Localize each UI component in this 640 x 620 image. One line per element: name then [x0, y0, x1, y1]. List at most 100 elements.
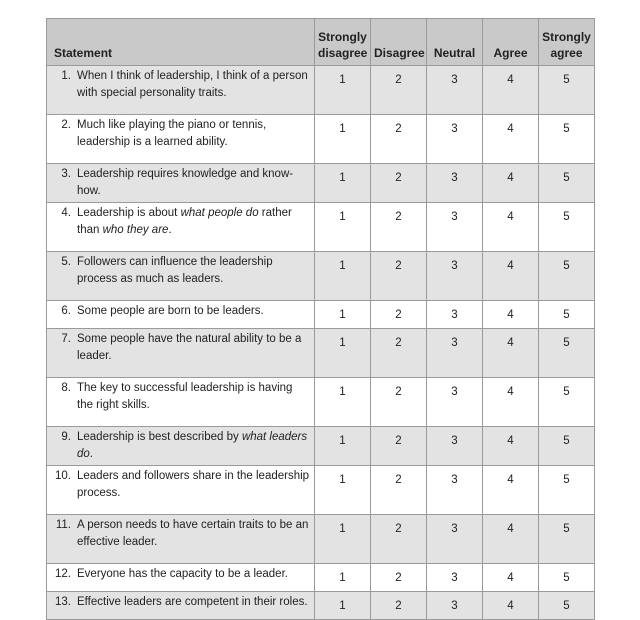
scale-agree-cell: 4: [482, 114, 539, 164]
scale-disagree-cell: 2: [370, 426, 427, 466]
scale-neutral-cell: 3: [426, 328, 483, 378]
scale-strongly-disagree-cell: 1: [314, 328, 371, 378]
scale-agree-cell: 4: [482, 591, 539, 620]
scale-disagree-cell: 2: [370, 202, 427, 252]
statement-segment: The key to successful leadership is havi…: [77, 382, 293, 411]
scale-neutral-cell: 3: [426, 377, 483, 427]
scale-agree-cell: 4: [482, 514, 539, 564]
scale-agree-cell: 4: [482, 377, 539, 427]
scale-agree-cell: 4: [482, 202, 539, 252]
statement-cell: 5. Followers can influence the leadership…: [46, 251, 315, 301]
scale-disagree-cell: 2: [370, 251, 427, 301]
statement-text: Leadership is best described by what lea…: [77, 429, 310, 463]
statement-segment: Everyone has the capacity to be a leader…: [77, 568, 288, 580]
scale-neutral-cell: 3: [426, 300, 483, 329]
scale-strongly-disagree-cell: 1: [314, 114, 371, 164]
scale-disagree-cell: 2: [370, 563, 427, 592]
table-row: 5. Followers can influence the leadership…: [46, 251, 595, 301]
statement-text: Effective leaders are competent in their…: [77, 594, 310, 611]
table-row: 6. Some people are born to be leaders. 1 2 3…: [46, 300, 595, 329]
survey-body: 1. When I think of leadership, I think of…: [46, 65, 595, 620]
statement-cell: 12. Everyone has the capacity to be a lea…: [46, 563, 315, 592]
statement-number: 11.: [55, 519, 71, 531]
scale-agree-cell: 4: [482, 65, 539, 115]
statement-number: 6.: [61, 305, 71, 317]
table-row: 3. Leadership requires knowledge and know…: [46, 163, 595, 203]
statement-emphasis: what people do: [180, 207, 259, 219]
scale-agree-cell: 4: [482, 300, 539, 329]
scale-strongly-agree-cell: 5: [538, 300, 595, 329]
statement-text: Leadership requires knowledge and know-h…: [77, 166, 310, 200]
table-row: 4. Leadership is about what people do rat…: [46, 202, 595, 252]
scale-disagree-cell: 2: [370, 465, 427, 515]
table-row: 12. Everyone has the capacity to be a lea…: [46, 563, 595, 592]
statement-number: 4.: [61, 207, 71, 219]
statement-segment: Leadership requires knowledge and know-h…: [77, 168, 294, 197]
table-row: 9. Leadership is best described by what l…: [46, 426, 595, 466]
scale-strongly-agree-cell: 5: [538, 563, 595, 592]
statement-number: 1.: [61, 70, 71, 82]
scale-strongly-agree-cell: 5: [538, 163, 595, 203]
statement-text: A person needs to have certain traits to…: [77, 517, 310, 551]
statement-cell: 8. The key to successful leadership is ha…: [46, 377, 315, 427]
statement-segment: Some people are born to be leaders.: [77, 305, 264, 317]
scale-strongly-disagree-cell: 1: [314, 591, 371, 620]
scale-disagree-cell: 2: [370, 65, 427, 115]
header-strongly-agree: Strongly agree: [538, 18, 595, 66]
statement-text: Everyone has the capacity to be a leader…: [77, 566, 310, 583]
scale-disagree-cell: 2: [370, 514, 427, 564]
scale-neutral-cell: 3: [426, 202, 483, 252]
statement-segment: Followers can influence the leadership p…: [77, 256, 273, 285]
scale-disagree-cell: 2: [370, 163, 427, 203]
statement-cell: 10. Leaders and followers share in the le…: [46, 465, 315, 515]
statement-segment: Leaders and followers share in the leade…: [77, 470, 310, 499]
scale-strongly-agree-cell: 5: [538, 514, 595, 564]
header-row: Statement Strongly disagree Disagree Neut…: [46, 18, 595, 66]
scale-strongly-agree-cell: 5: [538, 65, 595, 115]
statement-segment: .: [89, 448, 93, 460]
table-row: 11. A person needs to have certain traits…: [46, 514, 595, 564]
header-statement: Statement: [46, 18, 315, 66]
scale-strongly-disagree-cell: 1: [314, 65, 371, 115]
statement-number: 5.: [61, 256, 71, 268]
statement-segment: rather than: [77, 207, 292, 236]
scale-agree-cell: 4: [482, 563, 539, 592]
statement-cell: 2. Much like playing the piano or tennis,…: [46, 114, 315, 164]
statement-segment: .: [168, 224, 172, 236]
statement-segment: When I think of leadership, I think of a…: [77, 70, 308, 99]
scale-agree-cell: 4: [482, 328, 539, 378]
header-neutral: Neutral: [426, 18, 483, 66]
statement-emphasis: what leaders do: [77, 431, 308, 460]
table-row: 8. The key to successful leadership is ha…: [46, 377, 595, 427]
scale-strongly-agree-cell: 5: [538, 377, 595, 427]
header-disagree: Disagree: [370, 18, 427, 66]
statement-number: 12.: [55, 568, 71, 580]
scale-strongly-disagree-cell: 1: [314, 563, 371, 592]
statement-number: 2.: [61, 119, 71, 131]
statement-text: Leadership is about what people do rathe…: [77, 205, 310, 239]
table-row: 13. Effective leaders are competent in th…: [46, 591, 595, 620]
statement-number: 10.: [55, 470, 71, 482]
statement-cell: 7. Some people have the natural ability t…: [46, 328, 315, 378]
leadership-survey-table: Statement Strongly disagree Disagree Neut…: [46, 18, 595, 620]
scale-disagree-cell: 2: [370, 328, 427, 378]
statement-text: Some people are born to be leaders.: [77, 303, 310, 320]
scale-neutral-cell: 3: [426, 563, 483, 592]
scale-agree-cell: 4: [482, 465, 539, 515]
scale-strongly-disagree-cell: 1: [314, 377, 371, 427]
table-row: 10. Leaders and followers share in the le…: [46, 465, 595, 515]
statement-number: 3.: [61, 168, 71, 180]
statement-number: 9.: [61, 431, 71, 443]
table-row: 2. Much like playing the piano or tennis,…: [46, 114, 595, 164]
scale-strongly-agree-cell: 5: [538, 591, 595, 620]
scale-neutral-cell: 3: [426, 514, 483, 564]
statement-segment: Effective leaders are competent in their…: [77, 596, 308, 608]
scale-disagree-cell: 2: [370, 114, 427, 164]
header-strongly-disagree: Strongly disagree: [314, 18, 371, 66]
scale-strongly-agree-cell: 5: [538, 251, 595, 301]
statement-cell: 11. A person needs to have certain traits…: [46, 514, 315, 564]
statement-text: Much like playing the piano or tennis, l…: [77, 117, 310, 151]
scale-strongly-disagree-cell: 1: [314, 202, 371, 252]
header-agree: Agree: [482, 18, 539, 66]
scale-strongly-agree-cell: 5: [538, 465, 595, 515]
